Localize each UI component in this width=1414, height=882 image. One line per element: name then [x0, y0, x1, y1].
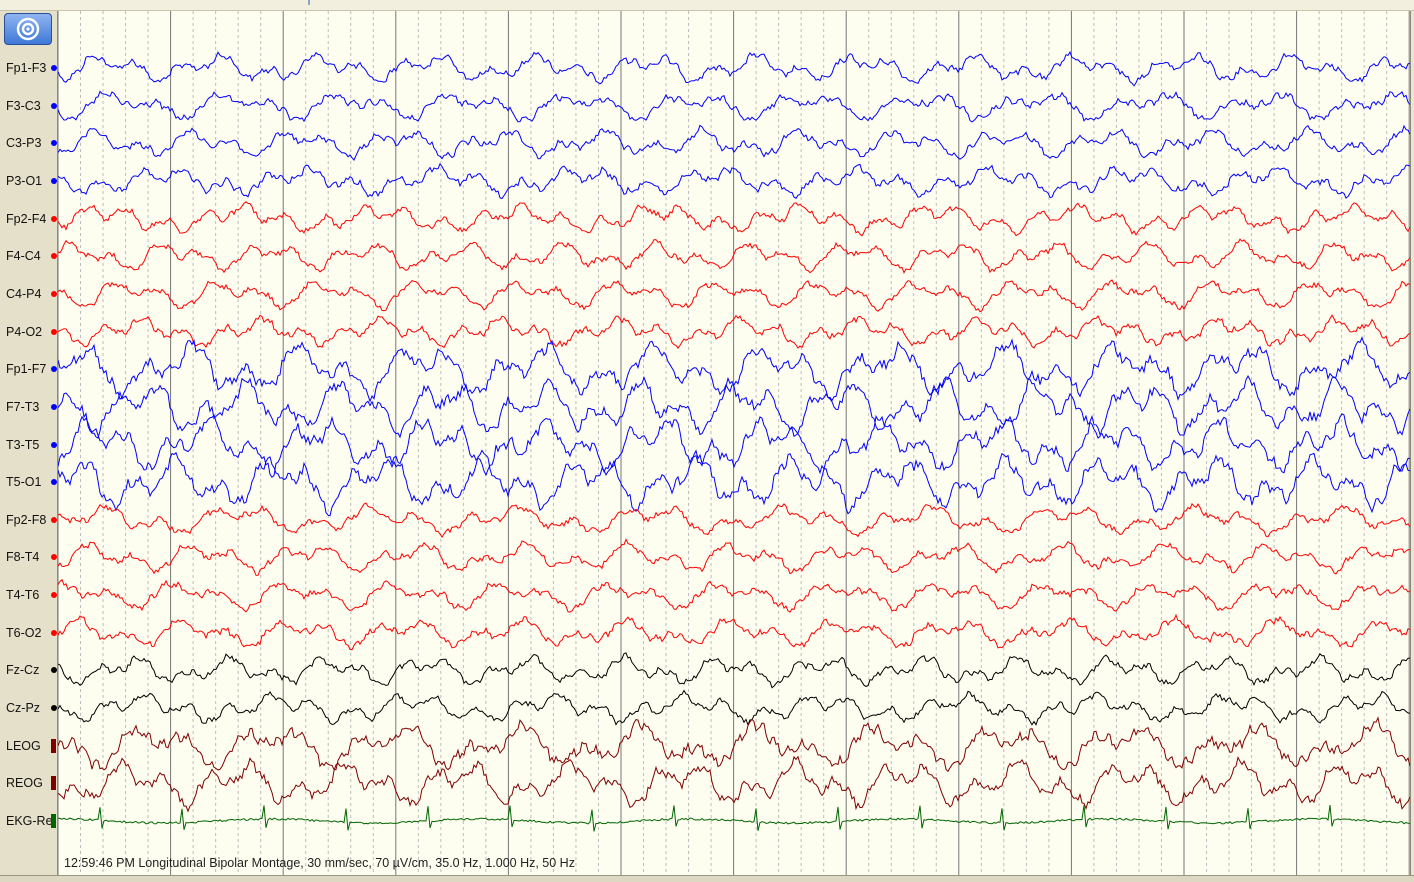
channel-trace [58, 613, 1410, 651]
channel-color-marker [51, 328, 57, 335]
channel-color-marker [51, 366, 57, 373]
channel-color-marker [51, 65, 57, 71]
channel-color-marker [51, 592, 57, 599]
channel-color-marker [51, 629, 57, 636]
channel-trace [58, 578, 1410, 613]
channel-trace [58, 124, 1410, 162]
channel-label[interactable]: C4-P4 [6, 286, 42, 301]
channel-traces [58, 50, 1410, 832]
channel-trace [58, 652, 1410, 689]
channel-label[interactable]: Fz-Cz [6, 663, 40, 678]
channel-color-marker [51, 403, 57, 410]
channel-label[interactable]: Fp2-F4 [6, 211, 47, 226]
channel-trace [58, 238, 1410, 274]
channel-label[interactable]: T4-T6 [6, 588, 40, 603]
channel-color-marker [51, 554, 57, 561]
channel-trace [58, 716, 1410, 773]
channel-trace [58, 502, 1410, 539]
montage-button[interactable] [4, 13, 52, 45]
target-icon [16, 17, 40, 41]
channel-color-marker [51, 177, 57, 184]
channel-color-marker [51, 705, 57, 712]
channel-label[interactable]: C3-P3 [6, 136, 42, 151]
channel-label[interactable]: LEOG [6, 738, 41, 753]
ruler-tick [308, 0, 310, 5]
channel-trace [58, 201, 1410, 237]
channel-label[interactable]: REOG [6, 776, 43, 791]
channel-label[interactable]: F8-T4 [6, 550, 40, 565]
channel-trace [58, 413, 1410, 478]
channel-trace [58, 314, 1410, 349]
status-line: 12:59:46 PM Longitudinal Bipolar Montage… [64, 856, 575, 870]
channel-trace [58, 805, 1410, 832]
channel-color-marker [51, 516, 57, 523]
channel-label[interactable]: Fp1-F3 [6, 61, 47, 75]
channel-color-marker [51, 776, 56, 791]
channel-color-marker [51, 253, 57, 260]
channel-color-marker [51, 479, 57, 486]
top-ruler-strip [0, 0, 1414, 11]
channel-color-marker [51, 814, 56, 828]
channel-trace [58, 449, 1410, 517]
channel-label[interactable]: T5-O1 [6, 475, 42, 490]
channel-trace [58, 279, 1410, 313]
channel-trace [58, 90, 1410, 123]
channel-label[interactable]: Fp1-F7 [6, 362, 47, 377]
channel-label[interactable]: Fp2-F8 [6, 512, 47, 527]
window-bottom-edge [0, 875, 1414, 882]
channel-trace [58, 50, 1410, 87]
channel-label[interactable]: P4-O2 [6, 324, 43, 339]
channel-trace [58, 374, 1410, 439]
channel-label[interactable]: EKG-Re [6, 814, 53, 828]
channel-color-marker [51, 441, 57, 448]
channel-color-marker [51, 140, 57, 147]
eeg-trace-area[interactable] [58, 11, 1411, 875]
channel-trace [58, 755, 1410, 813]
channel-label[interactable]: P3-O1 [6, 173, 43, 188]
channel-color-marker [51, 102, 57, 109]
channel-color-marker [51, 738, 56, 753]
channel-color-marker [51, 290, 57, 297]
channel-label[interactable]: T6-O2 [6, 625, 42, 640]
channel-trace [58, 538, 1410, 576]
eeg-trace-canvas [58, 11, 1410, 875]
channel-trace [58, 162, 1410, 200]
channel-label[interactable]: Cz-Pz [6, 701, 41, 716]
channel-label[interactable]: F3-C3 [6, 98, 41, 113]
channel-label[interactable]: F4-C4 [6, 249, 41, 264]
channel-color-marker [51, 667, 57, 674]
channel-color-marker [51, 215, 57, 222]
channel-trace [58, 689, 1410, 727]
channel-label[interactable]: F7-T3 [6, 399, 40, 414]
channel-label[interactable]: T3-T5 [6, 437, 40, 452]
